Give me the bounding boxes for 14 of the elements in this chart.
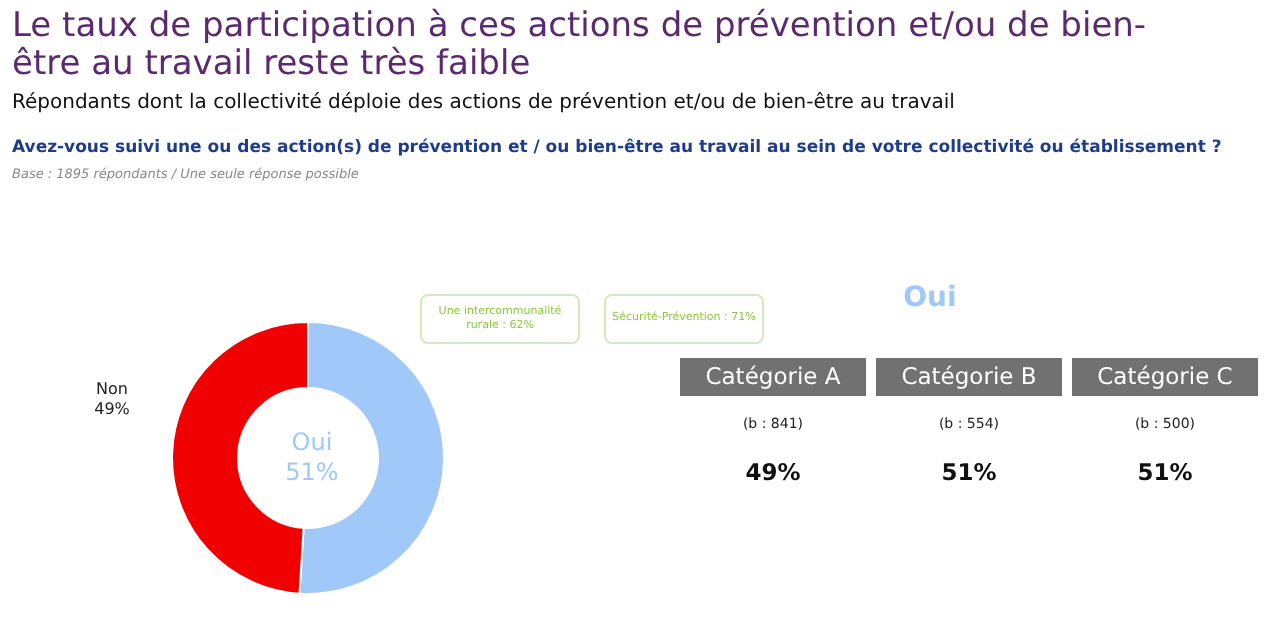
text: 49% — [745, 458, 801, 486]
text: Répondants dont la collectivité déploie des actions de prévention et/ou de bien-être au travail — [12, 92, 955, 114]
data-label: 51% — [283, 458, 341, 488]
category-label: Catégorie B — [876, 358, 1062, 396]
text: 51% — [1137, 458, 1193, 486]
slice-label: Oui — [289, 428, 335, 458]
data-label: 49% — [92, 400, 132, 420]
category-label: Catégorie C — [1072, 358, 1258, 396]
text: Avez-vous suivi une ou des action(s) de prévention et / ou bien-être au travail au sein de votre collectivité ou établissement ? — [12, 138, 1222, 158]
category-label: Catégorie A — [680, 358, 866, 396]
text: Le taux de participation à ces actions de prévention et/ou de bien-être au travail reste très faible — [12, 6, 1149, 84]
text: 51% — [941, 458, 997, 486]
slice-label: Non — [94, 380, 130, 400]
text: Oui — [901, 282, 959, 314]
